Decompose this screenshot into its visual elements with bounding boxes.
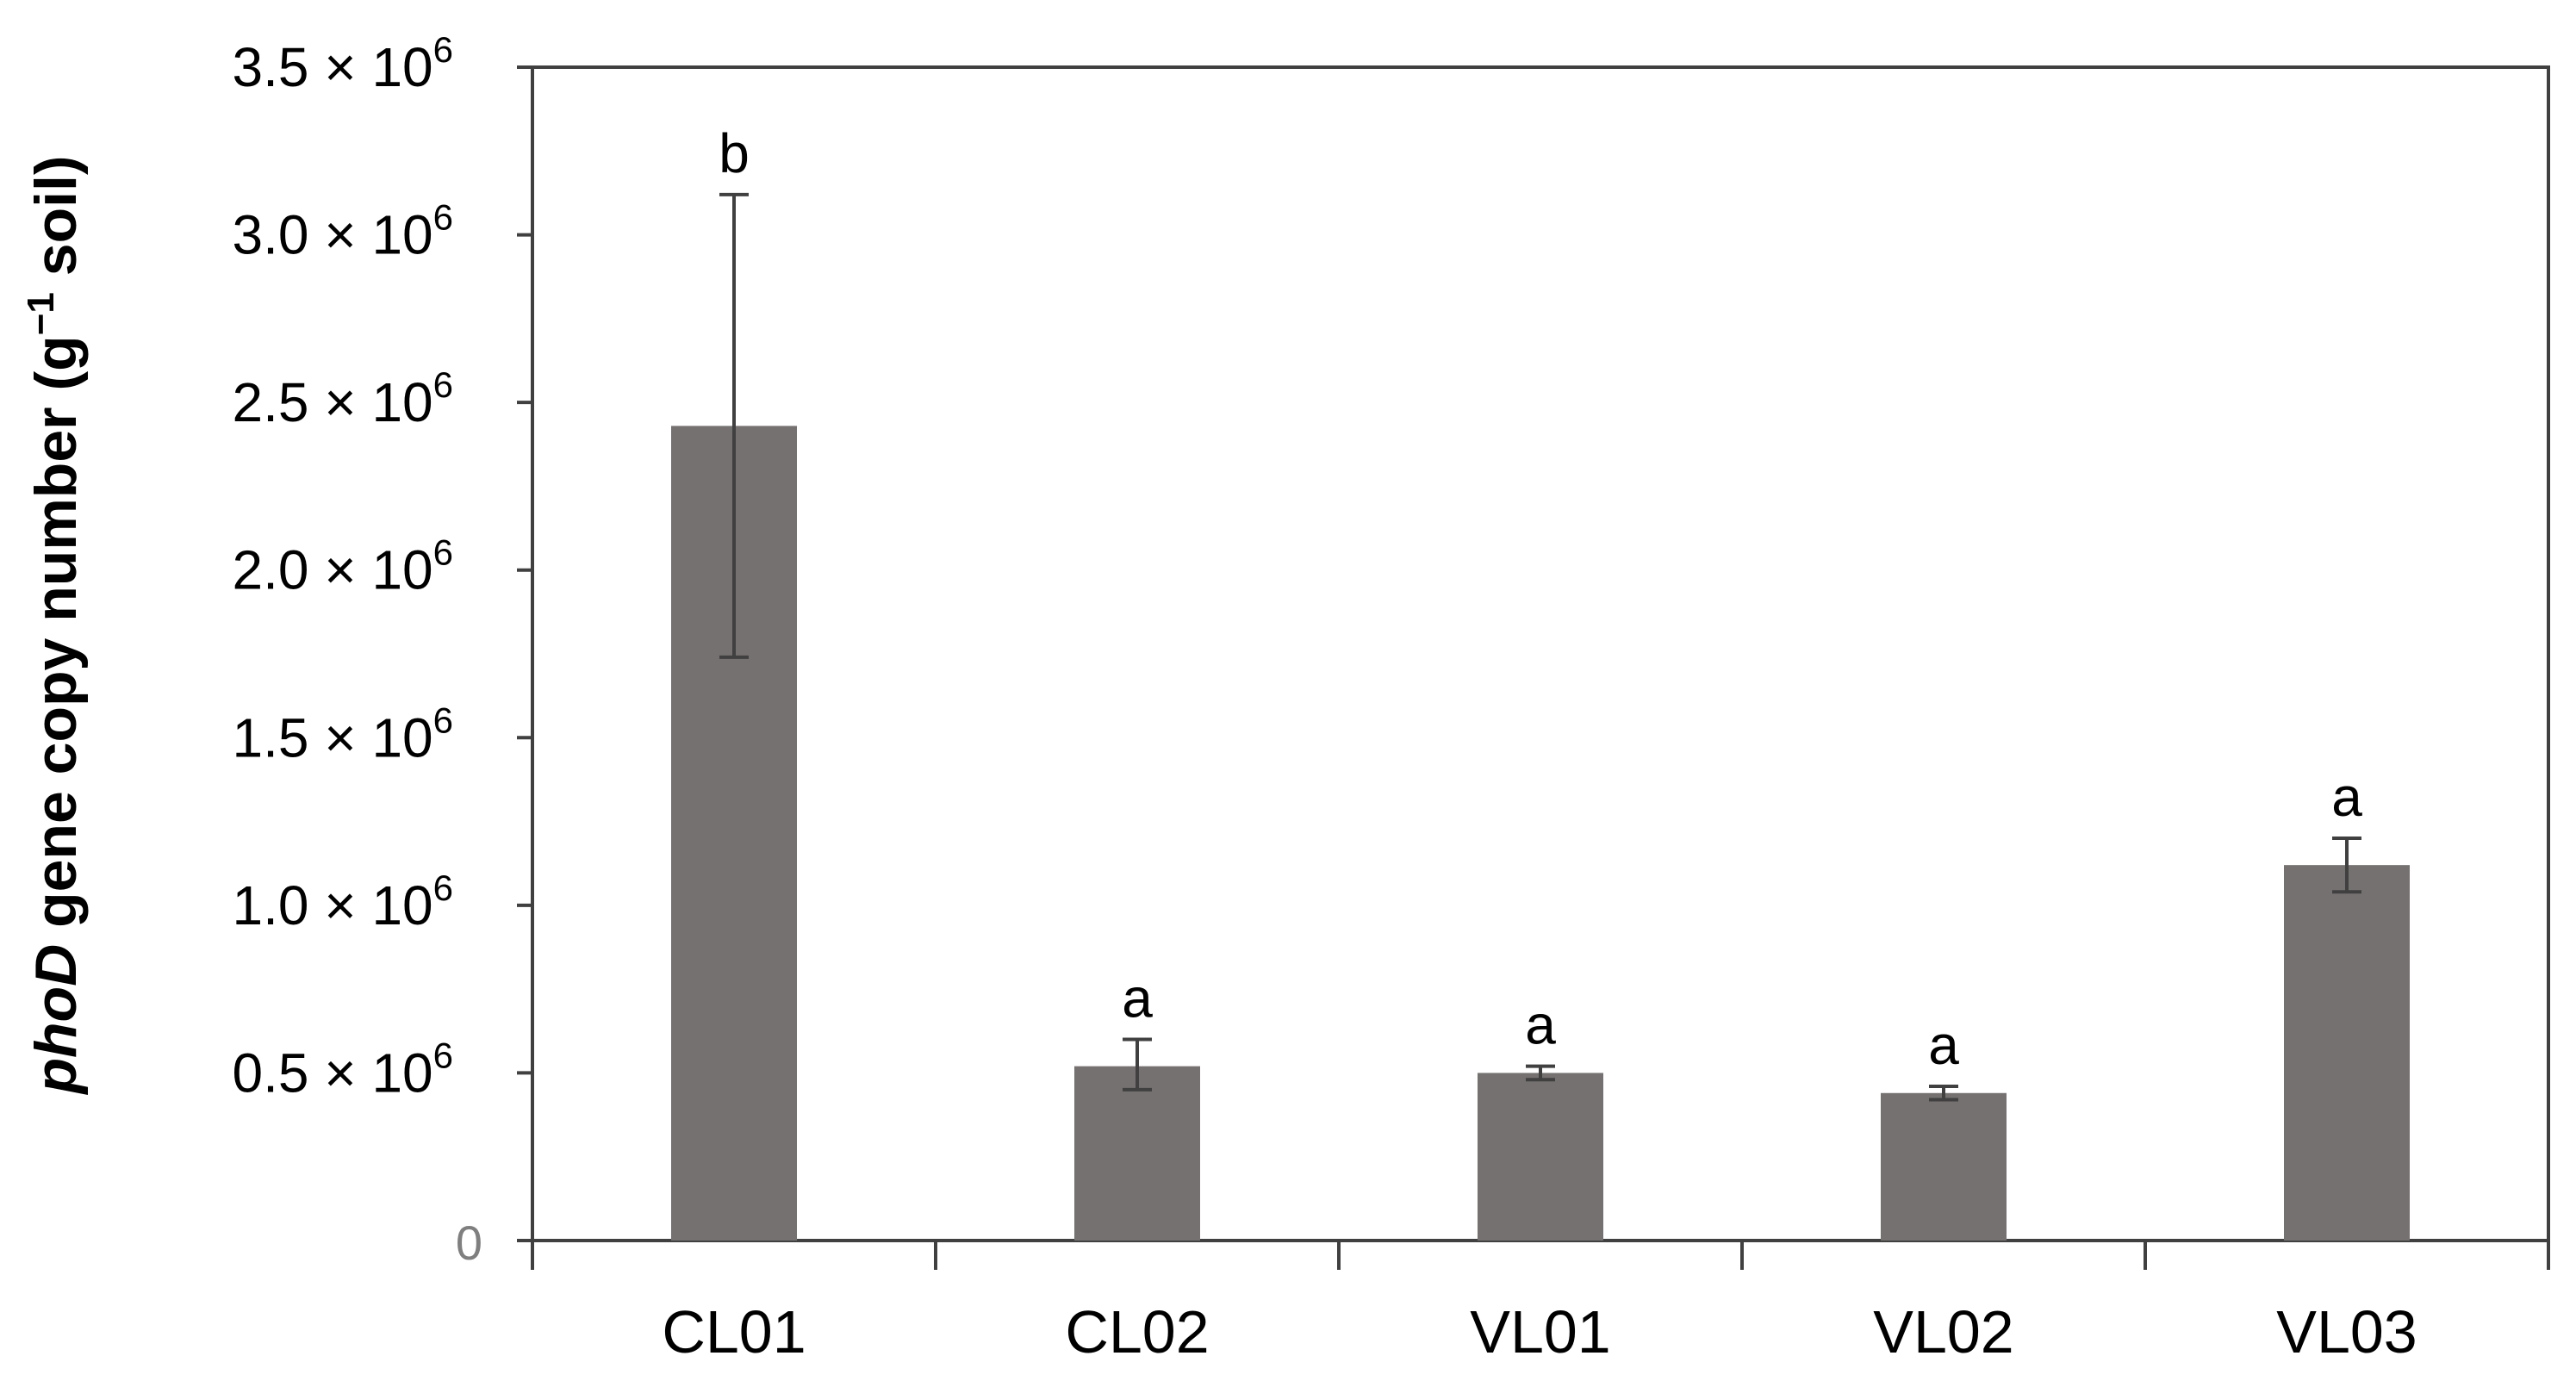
- y-tick-exponent: 6: [433, 700, 453, 740]
- y-tick-mantissa: 0.5: [233, 1042, 325, 1104]
- y-tick-exponent: 6: [433, 197, 453, 238]
- y-axis-label-superscript: −1: [20, 292, 62, 335]
- significance-label-vl02: a: [1928, 1014, 1959, 1076]
- y-tick-mantissa: 3.0: [233, 204, 325, 266]
- x-tick-label-vl01: VL01: [1470, 1298, 1610, 1365]
- x-tick-label-vl03: VL03: [2276, 1298, 2417, 1365]
- significance-label-cl02: a: [1122, 967, 1153, 1029]
- y-tick-base: 10: [371, 36, 432, 98]
- bar-cl02: [1074, 1066, 1200, 1241]
- y-tick-times: ×: [324, 706, 371, 768]
- y-tick-times: ×: [324, 204, 371, 266]
- y-axis-label-end: soil): [23, 155, 89, 292]
- y-tick-exponent: 6: [433, 364, 453, 405]
- y-tick-times: ×: [324, 539, 371, 601]
- y-axis-label-main: gene copy number (g: [23, 335, 89, 944]
- y-axis-label: phoD gene copy number (g−1 soil): [20, 155, 89, 1095]
- significance-label-cl01: b: [719, 122, 750, 184]
- bar-vl01: [1478, 1073, 1603, 1241]
- bar-vl03: [2284, 865, 2410, 1241]
- y-tick-times: ×: [324, 371, 371, 433]
- y-axis-label-italic: phoD: [23, 944, 89, 1096]
- y-tick-base: 10: [371, 204, 432, 266]
- y-tick-base: 10: [371, 539, 432, 601]
- y-tick-times: ×: [324, 36, 371, 98]
- x-tick-label-cl02: CL02: [1065, 1298, 1209, 1365]
- significance-label-vl01: a: [1525, 994, 1556, 1056]
- y-tick-times: ×: [324, 874, 371, 936]
- y-tick-mantissa: 3.5: [233, 36, 325, 98]
- y-tick-exponent: 6: [433, 29, 453, 70]
- y-tick-label: 2.0 × 106: [233, 532, 453, 601]
- y-tick-exponent: 6: [433, 868, 453, 908]
- x-tick-label-vl02: VL02: [1873, 1298, 2013, 1365]
- y-tick-base: 10: [371, 1042, 432, 1104]
- x-tick-label-cl01: CL01: [662, 1298, 806, 1365]
- y-tick-times: ×: [324, 1042, 371, 1104]
- y-tick-label: 3.0 × 106: [233, 197, 453, 266]
- y-tick-base: 10: [371, 706, 432, 768]
- bar-vl02: [1881, 1092, 2007, 1241]
- y-tick-mantissa: 1.5: [233, 706, 325, 768]
- y-tick-base: 10: [371, 874, 432, 936]
- y-tick-base: 10: [371, 371, 432, 433]
- y-tick-label: 0.5 × 106: [233, 1035, 453, 1104]
- y-tick-mantissa: 2.5: [233, 371, 325, 433]
- y-tick-label: 1.0 × 106: [233, 868, 453, 936]
- y-tick-exponent: 6: [433, 1035, 453, 1075]
- significance-label-vl03: a: [2331, 766, 2362, 828]
- y-tick-label: 2.5 × 106: [233, 364, 453, 433]
- y-tick-label: 0: [456, 1216, 482, 1270]
- y-tick-mantissa: 1.0: [233, 874, 325, 936]
- y-tick-exponent: 6: [433, 532, 453, 573]
- y-tick-label: 3.5 × 106: [233, 29, 453, 98]
- y-tick-mantissa: 2.0: [233, 539, 325, 601]
- y-tick-label: 1.5 × 106: [233, 700, 453, 768]
